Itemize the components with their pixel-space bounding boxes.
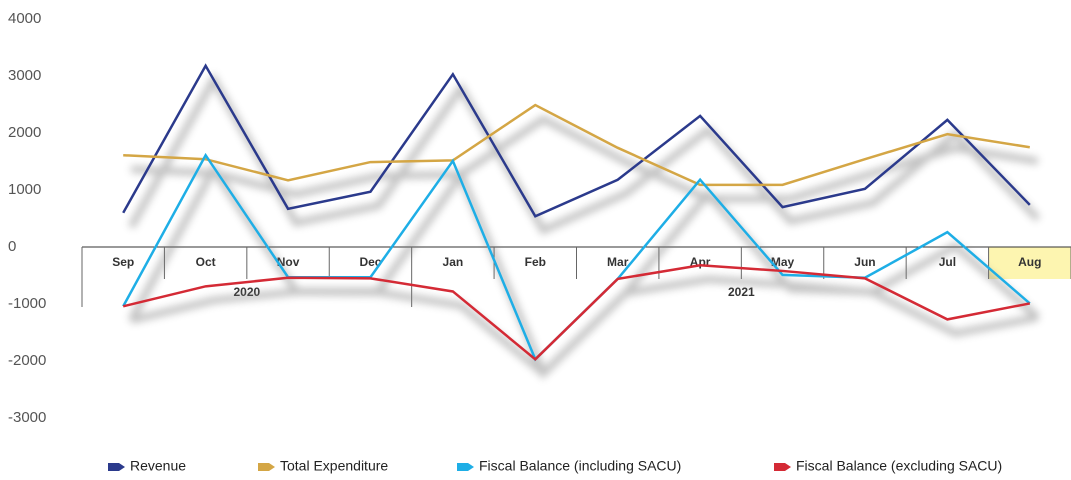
highlight-band [988,247,1071,279]
y-tick-label: -3000 [8,409,46,426]
legend-label: Fiscal Balance (including SACU) [479,458,681,474]
x-tick-label: Oct [196,255,216,269]
legend-label: Total Expenditure [280,458,388,474]
series-line [123,103,1030,187]
x-tick-label: Jul [939,255,956,269]
y-tick-label: 3000 [8,67,41,84]
line-shadow [131,115,1039,203]
x-tick-label: Dec [359,255,381,269]
y-tick-label: 0 [8,238,16,255]
line-shadow [130,275,1039,378]
series-line [122,263,1031,361]
x-tick-label: Mar [607,255,629,269]
legend-label: Revenue [130,458,186,474]
x-tick-label: May [771,255,795,269]
line-shadow [128,72,1041,235]
legend-swatch [457,463,474,471]
shadows [128,72,1041,380]
x-tick-label: Feb [525,255,546,269]
legend-label: Fiscal Balance (excluding SACU) [796,458,1002,474]
line-shadow [128,162,1041,380]
y-tick-label: 2000 [8,124,41,141]
group-label: 2021 [728,285,755,299]
x-tick-label: Sep [112,255,134,269]
y-tick-label: 4000 [8,10,41,27]
legend-swatch [774,463,791,471]
y-tick-label: -2000 [8,352,46,369]
y-tick-label: 1000 [8,181,41,198]
legend-swatch [108,463,125,471]
x-tick-label: Aug [1018,255,1041,269]
legend-swatch [258,463,275,471]
series-line [122,63,1031,218]
x-tick-label: Jun [854,255,875,269]
y-tick-label: -1000 [8,295,46,312]
x-tick-label: Jan [443,255,464,269]
